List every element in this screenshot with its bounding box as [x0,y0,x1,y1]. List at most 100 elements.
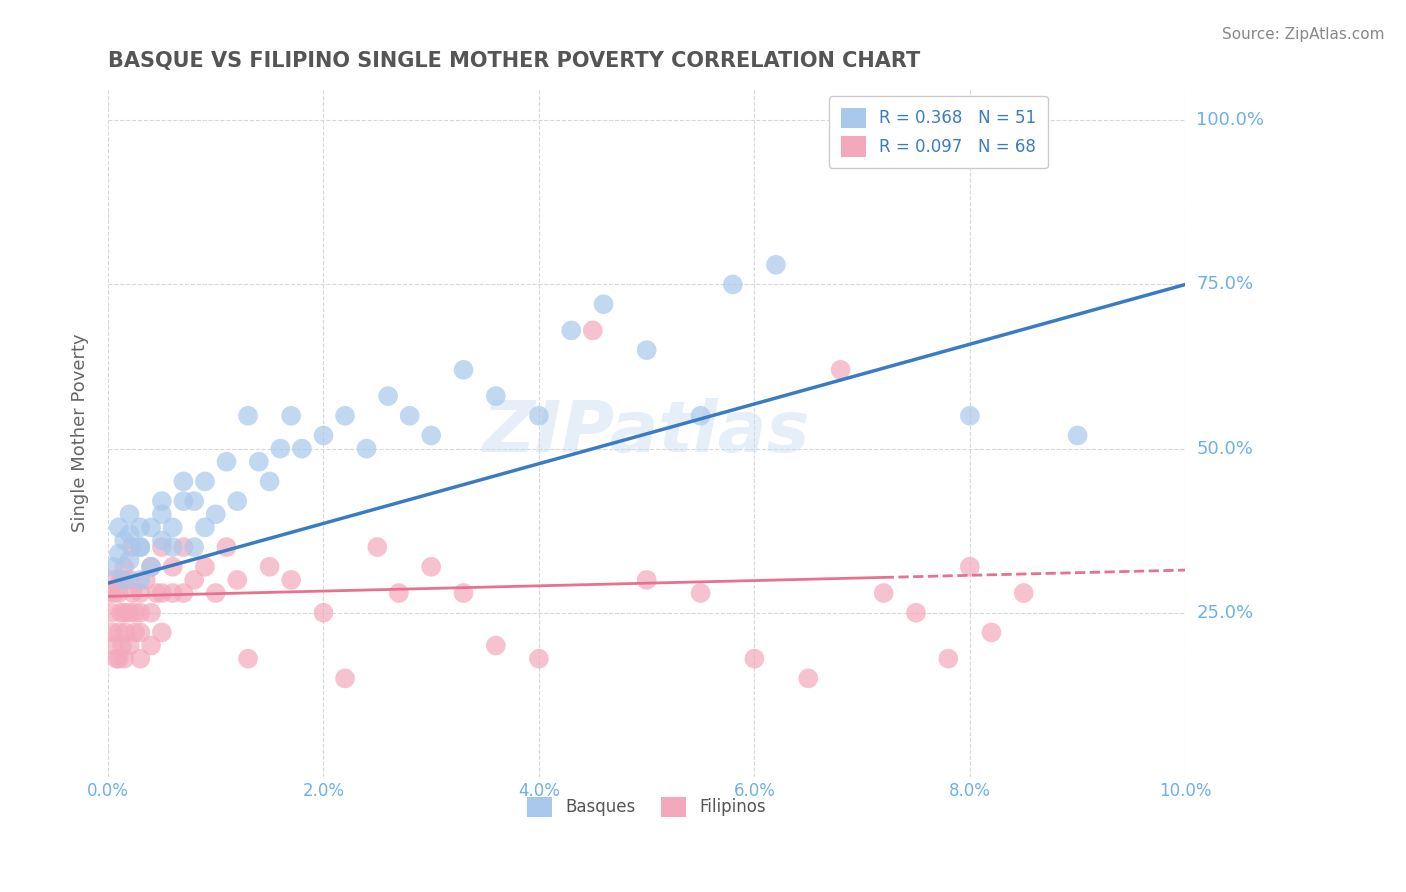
Point [453,586,475,600]
Point [398,409,420,423]
Point [118,639,141,653]
Point [226,494,249,508]
Point [366,540,388,554]
Point [592,297,614,311]
Legend: Basques, Filipinos: Basques, Filipinos [520,790,773,823]
Point [162,586,184,600]
Point [129,606,152,620]
Point [150,533,173,548]
Point [162,540,184,554]
Point [103,573,125,587]
Point [194,559,217,574]
Point [269,442,291,456]
Point [107,547,129,561]
Point [236,651,259,665]
Point [118,573,141,587]
Point [194,475,217,489]
Point [183,540,205,554]
Point [312,428,335,442]
Point [121,586,143,600]
Point [111,639,134,653]
Text: 100.0%: 100.0% [1197,112,1264,129]
Point [636,343,658,358]
Point [936,651,959,665]
Point [636,573,658,587]
Point [582,323,605,337]
Point [204,508,226,522]
Point [689,409,711,423]
Text: 25.0%: 25.0% [1197,604,1254,622]
Point [765,258,787,272]
Point [107,651,129,665]
Point [118,527,141,541]
Point [129,540,152,554]
Point [527,409,550,423]
Point [420,559,443,574]
Point [139,559,162,574]
Text: 75.0%: 75.0% [1197,276,1254,293]
Point [420,428,443,442]
Point [485,639,508,653]
Point [129,540,152,554]
Point [118,553,141,567]
Point [980,625,1002,640]
Point [280,573,302,587]
Point [139,520,162,534]
Point [112,606,135,620]
Point [150,625,173,640]
Point [118,508,141,522]
Point [721,277,744,292]
Point [150,586,173,600]
Y-axis label: Single Mother Poverty: Single Mother Poverty [72,333,89,532]
Point [527,651,550,665]
Point [98,586,121,600]
Point [689,586,711,600]
Point [112,651,135,665]
Point [280,409,302,423]
Point [830,363,852,377]
Point [162,520,184,534]
Point [129,573,152,587]
Point [959,559,981,574]
Point [129,586,152,600]
Point [129,520,152,534]
Point [139,639,162,653]
Point [121,540,143,554]
Point [873,586,896,600]
Point [103,586,125,600]
Point [139,606,162,620]
Point [356,442,378,456]
Point [333,409,356,423]
Point [291,442,314,456]
Point [959,409,981,423]
Point [162,559,184,574]
Point [204,586,226,600]
Point [259,559,281,574]
Text: ZIPatlas: ZIPatlas [484,398,810,467]
Point [377,389,399,403]
Point [183,573,205,587]
Point [112,573,135,587]
Point [110,606,132,620]
Point [150,508,173,522]
Point [744,651,766,665]
Point [183,494,205,508]
Text: Source: ZipAtlas.com: Source: ZipAtlas.com [1222,27,1385,42]
Point [797,672,820,686]
Point [560,323,582,337]
Point [485,389,508,403]
Point [124,625,146,640]
Point [107,520,129,534]
Point [453,363,475,377]
Point [124,606,146,620]
Point [333,672,356,686]
Point [259,475,281,489]
Text: 50.0%: 50.0% [1197,440,1253,458]
Point [145,586,167,600]
Point [112,533,135,548]
Point [905,606,928,620]
Point [312,606,335,620]
Point [172,586,194,600]
Point [172,540,194,554]
Point [1012,586,1035,600]
